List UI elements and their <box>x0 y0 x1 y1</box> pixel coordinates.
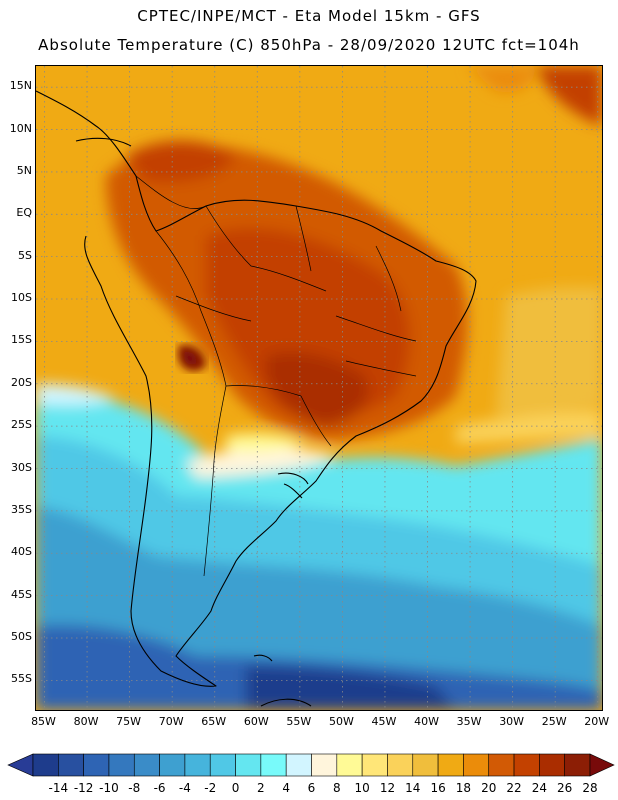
colorbar-tick-label: 2 <box>257 781 265 795</box>
colorbar-tick-label: 22 <box>506 781 522 795</box>
colorbar-tick-label: 14 <box>405 781 421 795</box>
colorbar-swatch <box>311 753 338 777</box>
colorbar-swatch <box>159 753 186 777</box>
latitude-label: 35S <box>11 502 32 516</box>
latitude-label: 15N <box>9 79 32 93</box>
colorbar-tick-label: 8 <box>332 781 341 795</box>
colorbar-tick-label: 0 <box>231 781 240 795</box>
colorbar-tick-label: -6 <box>153 781 166 795</box>
latitude-label: 40S <box>11 545 32 559</box>
colorbar-swatch <box>336 753 363 777</box>
longitude-label: 85W <box>31 715 56 728</box>
colorbar-swatch <box>539 753 565 777</box>
colorbar-tick-label: 28 <box>582 781 598 795</box>
colorbar-tick-label: 26 <box>557 781 573 795</box>
colorbar-swatch <box>133 753 160 777</box>
colorbar-swatch <box>488 753 515 777</box>
longitude-label: 25W <box>541 715 567 728</box>
map-title-line-2: Absolute Temperature (C) 850hPa - 28/09/… <box>38 36 580 54</box>
colorbar-swatch <box>235 753 262 777</box>
colorbar-swatch <box>209 753 236 777</box>
colorbar-tick-label: -8 <box>128 781 141 795</box>
colorbar-tick-label: -2 <box>204 781 217 795</box>
latitude-label: 55S <box>11 672 32 686</box>
longitude-label: 65W <box>201 715 227 728</box>
temperature-map[interactable] <box>35 65 603 711</box>
longitude-label: 80W <box>73 715 99 728</box>
latitude-label: 10S <box>11 291 32 305</box>
colorbar-tick-label: -4 <box>178 781 191 795</box>
latitude-label: 25S <box>11 418 32 432</box>
latitude-label: 30S <box>11 460 32 474</box>
colorbar-swatch <box>513 753 540 777</box>
longitude-label: 35W <box>456 715 482 728</box>
colorbar-swatch <box>184 753 211 777</box>
latitude-label: EQ <box>16 206 32 220</box>
colorbar-tick-label: -10 <box>99 781 119 795</box>
colorbar-over-arrow <box>589 753 615 777</box>
longitude-label: 50W <box>328 715 354 728</box>
colorbar-swatch <box>32 753 59 777</box>
colorbar-swatch <box>83 753 110 777</box>
latitude-label: 50S <box>11 629 32 643</box>
longitude-label: 45W <box>371 715 397 728</box>
country-borders <box>135 175 417 577</box>
colorbar-tick-label: 10 <box>354 781 370 795</box>
colorbar-swatch <box>463 753 490 777</box>
latitude-label: 20S <box>11 375 32 389</box>
colorbar-tick-label: -14 <box>48 781 69 795</box>
temperature-field <box>36 66 602 710</box>
longitude-label: 30W <box>499 715 525 728</box>
colorbar-swatch <box>564 753 591 777</box>
colorbar-tick-label: 24 <box>531 781 547 795</box>
colorbar-tick-label: 16 <box>430 781 446 795</box>
latitude-label: 5N <box>16 163 32 177</box>
colorbar-swatch <box>260 753 287 777</box>
colorbar-swatch <box>412 753 439 777</box>
colorbar-tick-label: 4 <box>282 781 290 795</box>
colorbar-swatch <box>58 753 84 777</box>
colorbar-tick-label: 18 <box>455 781 472 795</box>
colorbar-swatch <box>285 753 312 777</box>
longitude-label: 55W <box>286 715 312 728</box>
colorbar-swatch <box>108 753 135 777</box>
map-title-line-1: CPTEC/INPE/MCT - Eta Model 15km - GFS <box>137 7 481 25</box>
longitude-label: 40W <box>414 715 439 728</box>
colorbar-tick-label: -12 <box>73 781 94 795</box>
longitude-label: 60W <box>243 715 269 728</box>
colorbar-tick-label: 6 <box>307 781 316 795</box>
longitude-label: 70W <box>158 715 184 728</box>
colorbar-under-arrow <box>7 753 34 777</box>
longitude-label: 75W <box>116 715 142 728</box>
latitude-label: 5S <box>18 248 32 262</box>
colorbar-swatch <box>437 753 464 777</box>
colorbar-swatch <box>361 753 388 777</box>
colorbar-tick-label: 12 <box>379 781 396 795</box>
colorbar-swatch <box>387 753 414 777</box>
latitude-label: 45S <box>11 587 32 601</box>
longitude-label: 20W <box>584 715 610 728</box>
colorbar-tick-label: 20 <box>481 781 497 795</box>
latitude-label: 15S <box>11 333 32 347</box>
latitude-label: 10N <box>9 121 32 135</box>
